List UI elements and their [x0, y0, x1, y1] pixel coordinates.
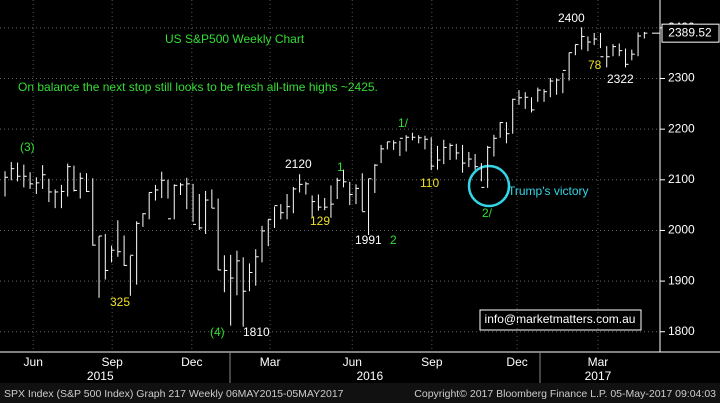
x-tick-label: Mar: [260, 355, 281, 369]
y-tick-label: 1800: [668, 324, 695, 338]
contact-box: [479, 309, 642, 331]
highlight-circle: [467, 164, 511, 208]
footer-left: SPX Index (S&P 500 Index) Graph 217 Week…: [4, 388, 344, 400]
annotation: Trump's victory: [508, 184, 589, 198]
annotation: (4): [210, 325, 225, 339]
annotation: 1: [337, 160, 344, 174]
year-label: 2016: [356, 369, 383, 383]
x-tick-label: Sep: [421, 355, 443, 369]
annotation: 1810: [243, 325, 270, 339]
x-tick-label: Dec: [506, 355, 527, 369]
annotation: 78: [588, 58, 602, 72]
annotation: 2/: [482, 206, 493, 220]
x-tick-label: Dec: [181, 355, 202, 369]
year-label: 2015: [87, 369, 114, 383]
annotation: 2322: [607, 72, 634, 86]
y-tick-label: 2200: [668, 121, 695, 135]
y-tick-label: 1900: [668, 273, 695, 287]
x-tick-label: Jun: [24, 355, 43, 369]
x-tick-label: Sep: [102, 355, 124, 369]
footer-bar: [0, 383, 720, 403]
annotation: 1/: [398, 116, 409, 130]
annotation: 129: [310, 214, 330, 228]
y-tick-label: 2300: [668, 71, 695, 85]
year-label: 2017: [585, 369, 612, 383]
annotation: 2120: [285, 157, 312, 171]
x-tick-label: Mar: [588, 355, 609, 369]
annotation: (3): [20, 140, 35, 154]
footer-right: Copyright© 2017 Bloomberg Finance L.P. 0…: [414, 388, 716, 400]
chart-title: US S&P500 Weekly Chart: [165, 32, 305, 46]
annotation: 325: [110, 295, 130, 309]
annotation: 1991: [355, 233, 382, 247]
x-tick-label: Jun: [343, 355, 362, 369]
y-tick-label: 2000: [668, 223, 695, 237]
y-tick-label: 2100: [668, 172, 695, 186]
contact: info@marketmatters.com.au: [485, 312, 636, 326]
annotation: 2: [390, 233, 397, 247]
annotation: 110: [420, 176, 439, 190]
last-price-label: 2389.52: [668, 25, 712, 39]
subtitle: On balance the next stop still looks to …: [18, 80, 378, 94]
annotation: 2400: [558, 11, 585, 25]
last-price-box: [661, 23, 720, 43]
